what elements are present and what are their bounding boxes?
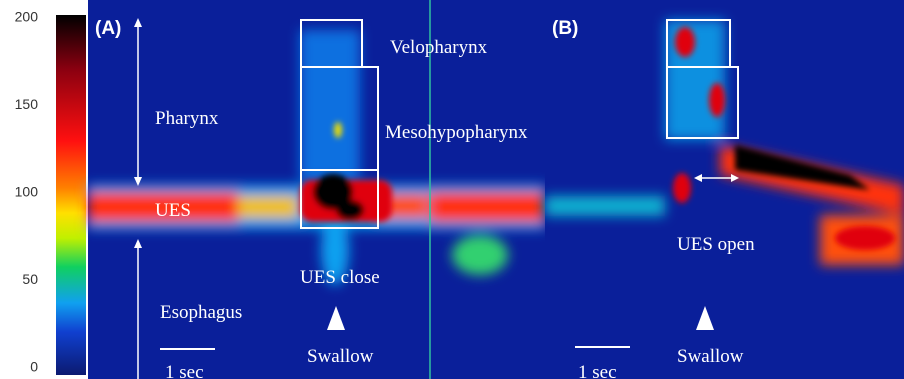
colorbar-tick-label: 100 (15, 184, 39, 200)
annotation: UES open (677, 234, 755, 255)
colorbar (56, 15, 86, 375)
panel-label: (A) (95, 18, 121, 39)
colorbar-tick-label: 200 (15, 9, 39, 25)
scale-label: 1 sec (578, 362, 617, 379)
scale-label: 1 sec (165, 362, 204, 379)
colorbar-tick-label: 0 (30, 359, 38, 375)
annotation: UES close (300, 267, 380, 288)
annotation: Swallow (307, 346, 374, 367)
panel-label: (B) (552, 18, 578, 39)
annotation: Velopharynx (390, 37, 488, 58)
annotation: Esophagus (160, 302, 242, 323)
panel-b-image (545, 0, 904, 379)
annotation: Pharynx (155, 108, 219, 129)
colorbar-ticks: 0 50 100 150 200 (15, 9, 39, 375)
colorbar-tick-label: 150 (15, 96, 39, 112)
colorbar-tick-label: 50 (22, 271, 38, 287)
annotation: UES (155, 200, 191, 221)
annotation: Swallow (677, 346, 744, 367)
figure: 0 50 100 150 200 (0, 0, 904, 379)
annotation: Mesohypopharynx (385, 122, 528, 143)
